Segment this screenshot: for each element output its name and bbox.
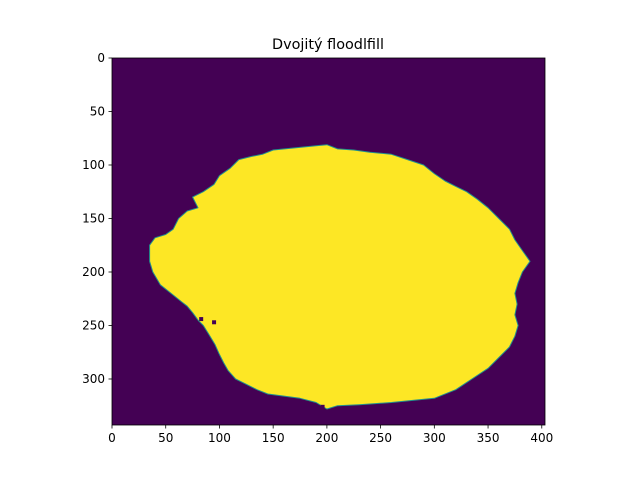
y-tick-label-250: 250: [82, 318, 105, 332]
y-tick-label-50: 50: [90, 104, 105, 118]
chart-title: Dvojitý floodlfill: [272, 37, 384, 53]
speckle-2: [320, 404, 325, 409]
y-axis: 0 50 100 150 200 250 300: [82, 51, 112, 386]
y-tick-label-300: 300: [82, 372, 105, 386]
x-tick-label-150: 150: [262, 431, 285, 445]
x-tick-label-250: 250: [369, 431, 392, 445]
axes-frame: [111, 57, 546, 426]
speckle-group: [199, 317, 325, 409]
plot-area: [111, 57, 546, 426]
x-tick-label-50: 50: [158, 431, 173, 445]
x-tick-label-0: 0: [108, 431, 116, 445]
y-tick-label-150: 150: [82, 211, 105, 225]
x-tick-label-350: 350: [477, 431, 500, 445]
x-tick-label-300: 300: [423, 431, 446, 445]
speckle-1: [228, 376, 233, 381]
x-tick-label-200: 200: [315, 431, 338, 445]
filled-region: [149, 144, 531, 410]
y-tick-label-100: 100: [82, 158, 105, 172]
x-tick-label-100: 100: [208, 431, 231, 445]
x-tick-label-400: 400: [530, 431, 553, 445]
speckle-3: [199, 317, 204, 322]
x-axis: 0 50 100 150 200 250 300 350 400: [108, 425, 553, 445]
speckle-0: [212, 320, 217, 325]
y-tick-label-0: 0: [97, 51, 105, 65]
y-tick-label-200: 200: [82, 265, 105, 279]
